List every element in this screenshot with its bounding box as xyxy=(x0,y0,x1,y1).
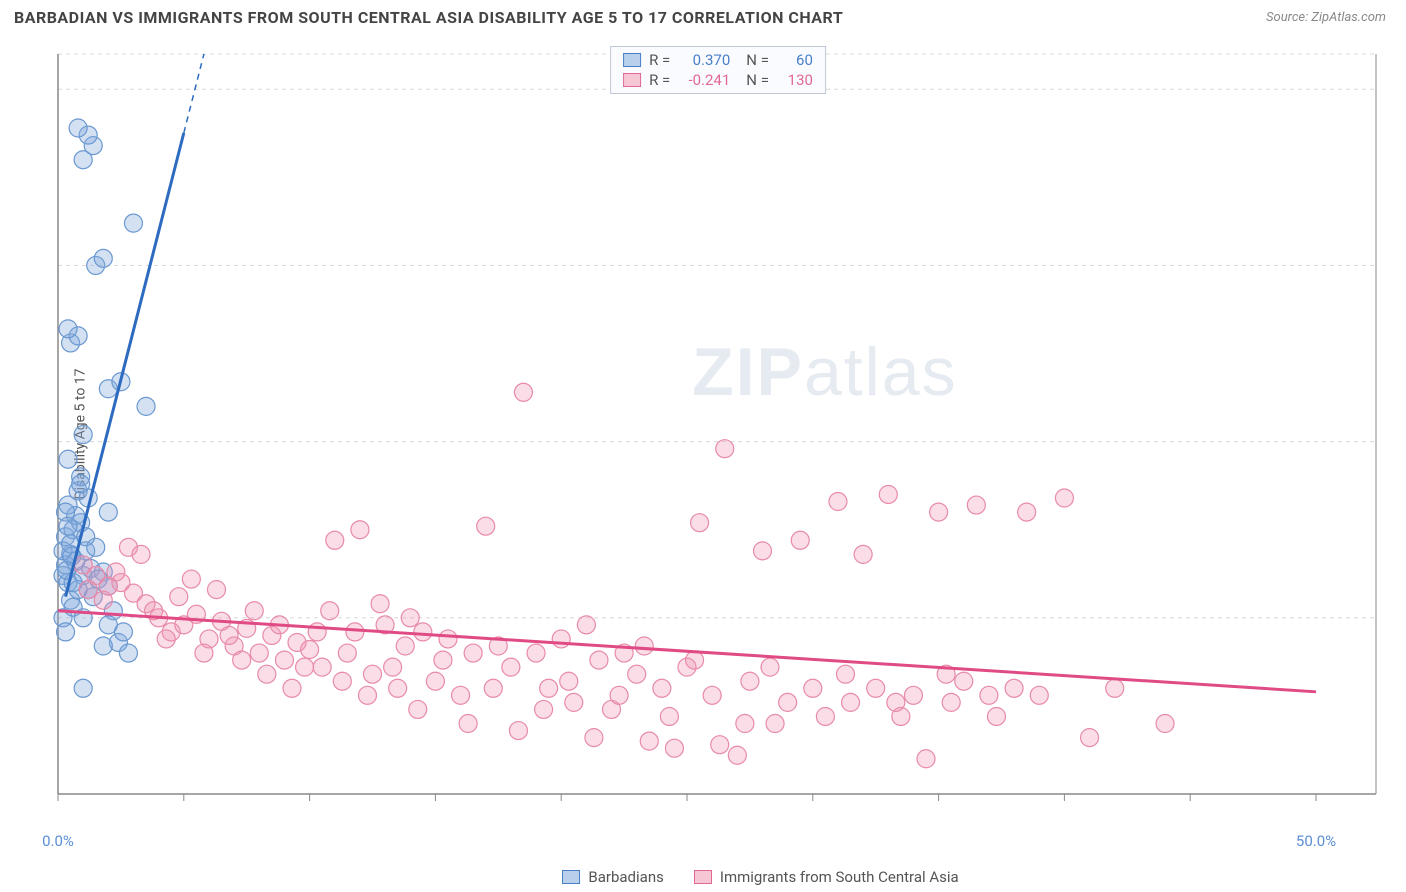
legend-label: Barbadians xyxy=(588,868,663,886)
chart-header: BARBADIAN VS IMMIGRANTS FROM SOUTH CENTR… xyxy=(0,0,1406,31)
n-label: N = xyxy=(746,71,769,89)
y-tick-labels: 5.0%10.0%15.0%20.0% xyxy=(1391,44,1406,824)
x-tick-labels: 0.0%50.0% xyxy=(50,832,1386,852)
r-value: 0.370 xyxy=(678,51,730,69)
r-label: R = xyxy=(649,71,670,89)
legend-item: Barbadians xyxy=(562,868,663,886)
n-value: 60 xyxy=(777,51,813,69)
bottom-legend: Barbadians Immigrants from South Central … xyxy=(562,868,958,886)
legend-swatch xyxy=(623,73,641,87)
scatter-plot xyxy=(50,44,1386,824)
stats-row: R = -0.241 N = 130 xyxy=(623,70,813,90)
legend-swatch xyxy=(623,53,641,67)
chart-title: BARBADIAN VS IMMIGRANTS FROM SOUTH CENTR… xyxy=(14,8,843,27)
n-label: N = xyxy=(746,51,769,69)
x-tick-label: 50.0% xyxy=(1296,832,1336,850)
legend-swatch xyxy=(562,870,580,884)
n-value: 130 xyxy=(777,71,813,89)
r-value: -0.241 xyxy=(678,71,730,89)
x-tick-label: 0.0% xyxy=(42,832,74,850)
chart-area: Disability Age 5 to 17 R =0.370N =60R =-… xyxy=(50,44,1386,824)
legend-label: Immigrants from South Central Asia xyxy=(720,868,959,886)
legend-item: Immigrants from South Central Asia xyxy=(694,868,959,886)
r-label: R = xyxy=(649,51,670,69)
source-attribution: Source: ZipAtlas.com xyxy=(1266,10,1386,25)
stats-row: R = 0.370 N = 60 xyxy=(623,50,813,70)
stats-legend: R = 0.370 N = 60 R = -0.241 N = 130 xyxy=(610,46,826,94)
legend-swatch xyxy=(694,870,712,884)
